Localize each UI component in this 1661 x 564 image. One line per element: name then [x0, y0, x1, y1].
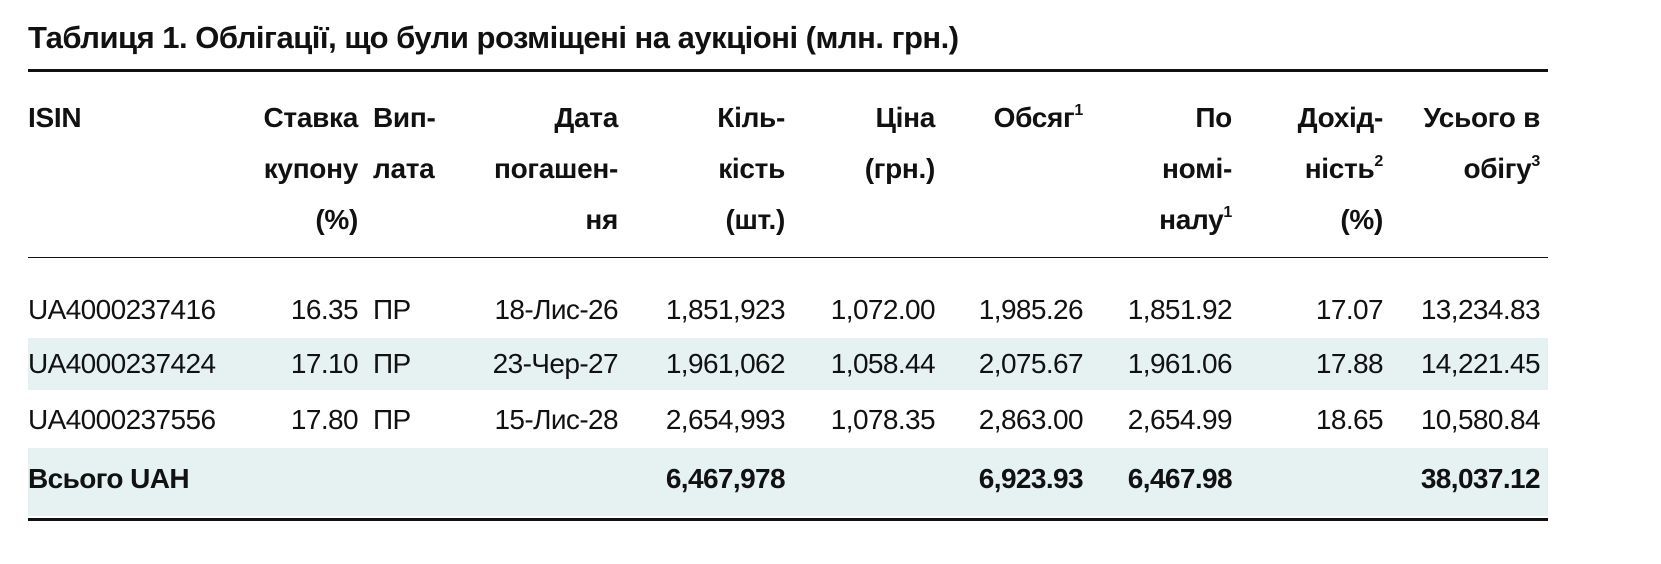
header-cell: Обсяг1 [993, 102, 1084, 133]
header-cell: Вип- [373, 102, 436, 133]
header-text: (%) [315, 204, 358, 235]
header-text: обігу [1463, 153, 1532, 184]
header-cell: Дохід- [1297, 102, 1384, 133]
table-cell: UA4000237556 [28, 404, 216, 435]
header-cell: ність2 [1304, 153, 1384, 184]
total-cell: Всього UAH [28, 463, 190, 494]
header-text: налу [1159, 204, 1224, 235]
header-cell: кість [718, 155, 785, 183]
header-text: Кіль- [717, 102, 785, 133]
total-cell: 6,467,978 [665, 463, 786, 494]
header-text: Дата [554, 102, 618, 133]
header-cell: обігу3 [1463, 153, 1540, 184]
table-cell: 1,961.06 [1127, 348, 1233, 379]
header-text: лата [373, 153, 435, 184]
table-cell: ПР [373, 348, 411, 379]
footnote-mark: 2 [1374, 153, 1383, 170]
total-cell: 6,467.98 [1127, 463, 1233, 494]
header-cell: номі- [1162, 155, 1232, 183]
table-cell: 1,851,923 [665, 294, 786, 325]
table-cell: 17.80 [290, 404, 359, 435]
table-cell: 1,078.35 [830, 404, 936, 435]
header-cell: Кіль- [717, 104, 785, 132]
table-cell: 23-Чер-27 [492, 348, 619, 379]
table-cell: UA4000237416 [28, 294, 216, 325]
header-cell: По [1195, 104, 1232, 132]
header-rule [28, 257, 1548, 258]
table-cell: 1,072.00 [830, 294, 936, 325]
header-cell: (шт.) [725, 206, 785, 234]
header-text: Ставка [263, 102, 358, 133]
header-cell: налу1 [1159, 204, 1232, 235]
header-cell: (%) [1340, 206, 1383, 234]
table-cell: 2,075.67 [978, 348, 1084, 379]
table-cell: 17.07 [1315, 294, 1384, 325]
table-cell: 1,851.92 [1127, 294, 1233, 325]
table-cell: 2,654,993 [665, 404, 786, 435]
table-cell: 18-Лис-26 [494, 294, 618, 325]
header-text: Дохід- [1297, 102, 1384, 133]
table-cell: 1,961,062 [665, 348, 786, 379]
header-cell: погашен- [494, 155, 618, 183]
table-cell: 18.65 [1315, 404, 1384, 435]
header-cell: (грн.) [864, 153, 936, 184]
header-text: ня [585, 204, 618, 235]
header-cell: ISIN [28, 102, 82, 133]
header-text: кість [718, 153, 785, 184]
footnote-mark: 3 [1531, 153, 1540, 170]
table-cell: 15-Лис-28 [494, 404, 618, 435]
header-cell: ня [585, 206, 618, 234]
header-text: (шт.) [725, 204, 785, 235]
table-cell: 1,985.26 [978, 294, 1084, 325]
header-cell: Усього в [1423, 104, 1540, 132]
table-cell: 2,863.00 [978, 404, 1084, 435]
table-cell: 17.88 [1315, 348, 1384, 379]
header-cell: Ставка [263, 104, 358, 132]
table-cell: 13,234.83 [1420, 294, 1541, 325]
header-text: погашен- [494, 153, 618, 184]
header-text: ISIN [28, 102, 82, 133]
header-text: Ціна [875, 102, 935, 133]
total-cell: 6,923.93 [978, 463, 1084, 494]
footnote-mark: 1 [1223, 204, 1232, 221]
table-cell: 16.35 [290, 294, 359, 325]
header-cell: купону [263, 153, 359, 184]
header-cell: Ціна [875, 104, 935, 132]
header-text: По [1195, 102, 1232, 133]
table-cell: ПР [373, 294, 411, 325]
total-cell: 38,037.12 [1420, 463, 1541, 494]
table-title: Таблиця 1. Облігації, що були розміщені … [28, 20, 959, 55]
header-text: Обсяг [993, 102, 1075, 133]
header-text: купону [263, 153, 359, 184]
bottom-rule [28, 518, 1548, 521]
footnote-mark: 1 [1074, 102, 1083, 119]
header-cell: (%) [315, 206, 358, 234]
total-shade [28, 448, 1548, 516]
top-rule [28, 69, 1548, 72]
row-shade [28, 338, 1548, 390]
header-cell: лата [373, 153, 435, 184]
table-cell: 2,654.99 [1127, 404, 1233, 435]
header-text: (грн.) [864, 153, 936, 184]
header-text: номі- [1162, 153, 1232, 184]
header-text: (%) [1340, 204, 1383, 235]
table-cell: 17.10 [290, 348, 359, 379]
header-cell: Дата [554, 104, 618, 132]
header-text: Усього в [1423, 102, 1540, 133]
table-cell: 14,221.45 [1420, 348, 1541, 379]
table-cell: 10,580.84 [1420, 404, 1541, 435]
table-cell: 1,058.44 [830, 348, 936, 379]
header-text: Вип- [373, 102, 436, 133]
header-text: ність [1304, 153, 1375, 184]
table-cell: UA4000237424 [28, 348, 216, 379]
table-cell: ПР [373, 404, 411, 435]
